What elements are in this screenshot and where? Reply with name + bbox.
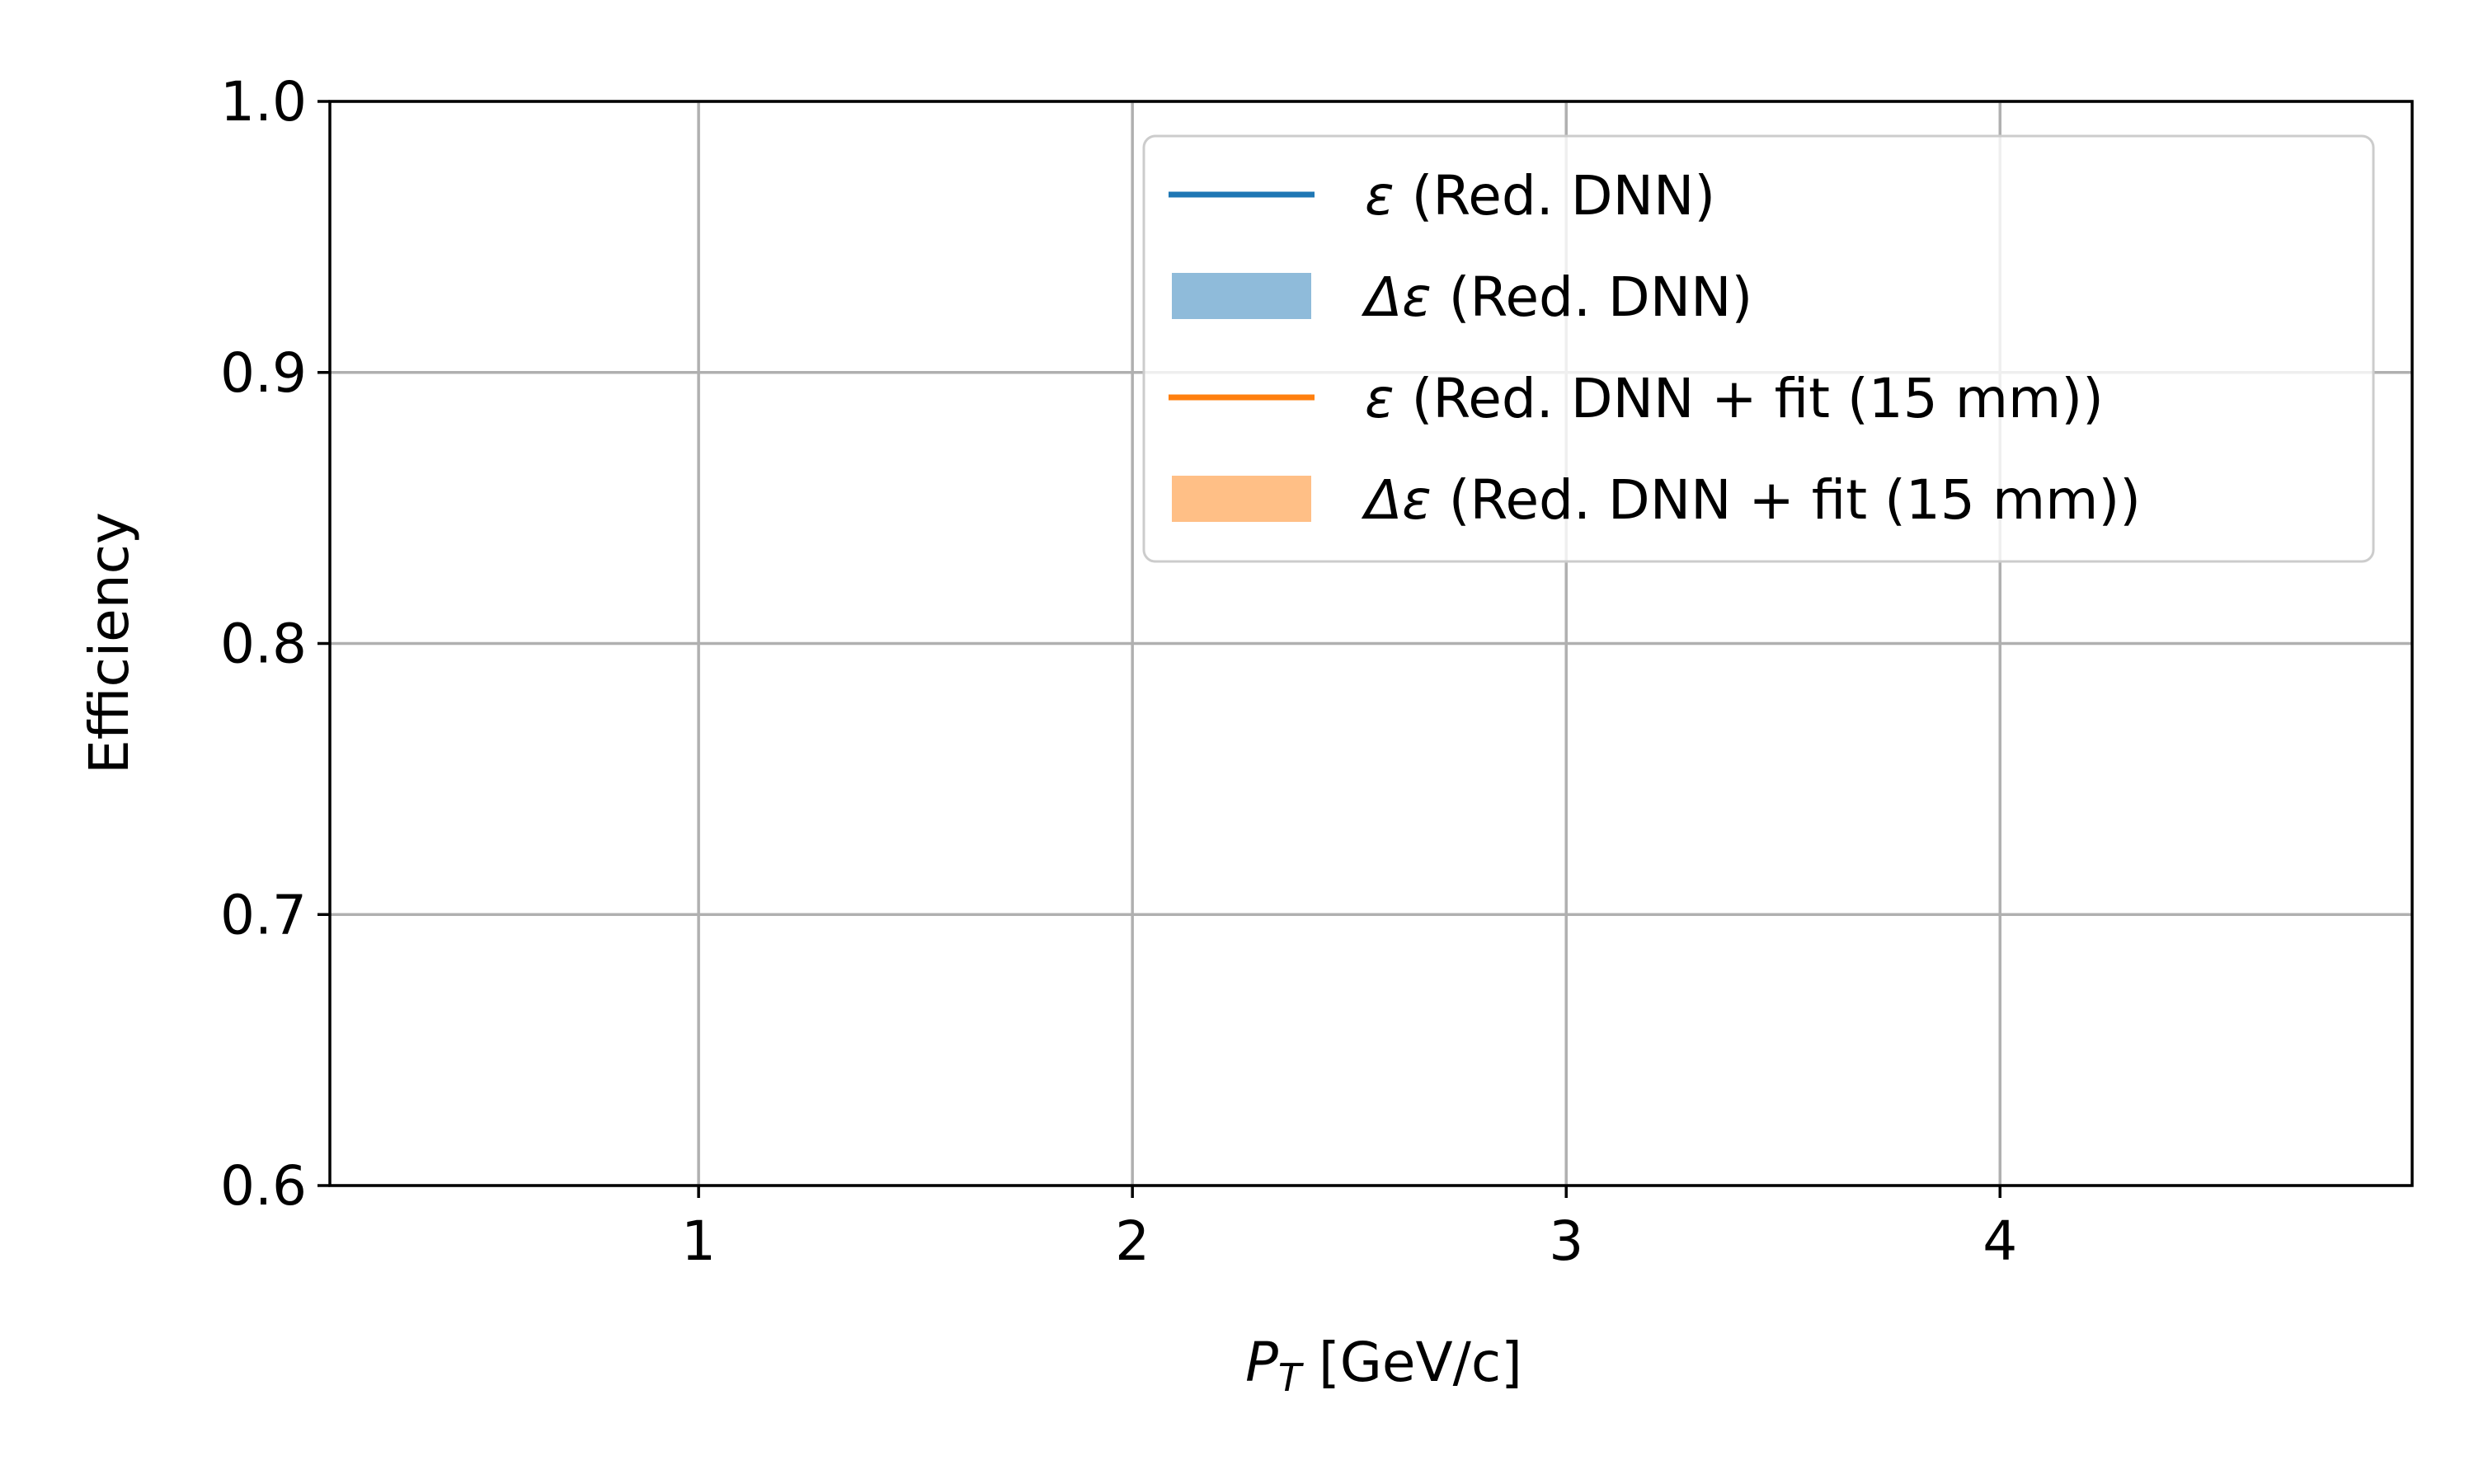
x-tick-label-2: 3 <box>1549 1209 1583 1273</box>
y-tick-label-4: 1.0 <box>220 70 307 134</box>
legend-label-symbol-1: Δε <box>1361 265 1432 329</box>
legend-label-2: ε (Red. DNN + fit (15 mm)) <box>1365 367 2104 430</box>
legend-label-text-1: (Red. DNN) <box>1432 265 1752 329</box>
legend-label-text-2: (Red. DNN + fit (15 mm)) <box>1395 367 2104 430</box>
legend-label-1: Δε (Red. DNN) <box>1361 265 1752 329</box>
legend-swatch-band-3 <box>1172 476 1311 522</box>
legend-label-text-3: (Red. DNN + fit (15 mm)) <box>1432 468 2141 532</box>
legend-label-symbol-3: Δε <box>1361 468 1432 532</box>
y-tick-label-3: 0.9 <box>220 341 307 405</box>
x-axis-label-variable: P <box>1245 1331 1278 1394</box>
legend-label-3: Δε (Red. DNN + fit (15 mm)) <box>1361 468 2141 532</box>
legend-label-symbol-0: ε <box>1365 164 1395 228</box>
legend-swatch-band-1 <box>1172 273 1311 319</box>
y-tick-label-2: 0.8 <box>220 613 307 676</box>
y-axis-label: Efficiency <box>78 512 141 774</box>
legend-label-text-0: (Red. DNN) <box>1395 164 1715 228</box>
axis-ticks: 1 2 3 4 0.6 0.7 0.8 0.9 1.0 <box>220 70 2017 1273</box>
y-tick-label-0: 0.6 <box>220 1154 307 1218</box>
x-tick-label-0: 1 <box>681 1209 716 1273</box>
x-axis-label: PT [GeV/c] <box>1245 1331 1522 1400</box>
x-axis-label-subscript: T <box>1278 1355 1305 1400</box>
x-tick-label-3: 4 <box>1982 1209 2017 1273</box>
legend-label-symbol-2: ε <box>1365 367 1395 430</box>
y-tick-label-1: 0.7 <box>220 883 307 946</box>
x-axis-label-unit: [GeV/c] <box>1301 1331 1522 1394</box>
legend-box <box>1142 134 2375 563</box>
x-tick-label-1: 2 <box>1115 1209 1150 1273</box>
legend: ε (Red. DNN)Δε (Red. DNN)ε (Red. DNN + f… <box>1142 134 2375 563</box>
legend-label-0: ε (Red. DNN) <box>1365 164 1715 228</box>
